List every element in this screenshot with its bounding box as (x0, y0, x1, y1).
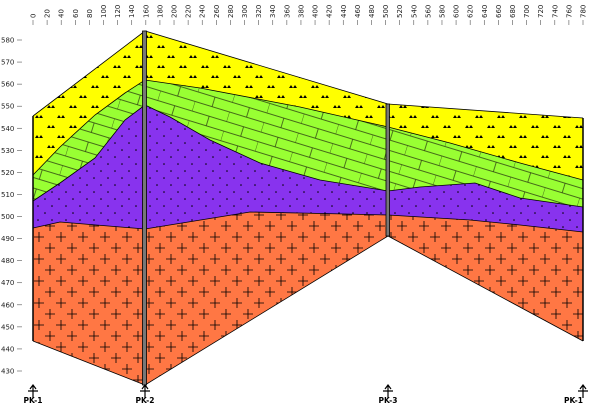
sandy-layer (33, 31, 583, 180)
left-ruler-label: 580 (1, 37, 14, 45)
left-ruler-label: 470 (1, 279, 14, 287)
top-ruler-label: 100 (100, 5, 108, 18)
top-ruler-label: 660 (495, 5, 503, 18)
left-ruler-label: 500 (1, 213, 14, 221)
top-ruler-label: 560 (424, 5, 432, 18)
top-ruler-label: 480 (368, 5, 376, 18)
left-ruler-label: 560 (1, 81, 14, 89)
top-ruler-label: 440 (340, 5, 348, 18)
left-ruler-label: 510 (1, 191, 14, 199)
top-ruler-label: 700 (523, 5, 531, 18)
top-ruler: 0 20 40 60 80 100 120 140 160 180 200 220 240 260 280 3… (30, 5, 588, 25)
top-ruler-label: 280 (227, 5, 235, 18)
well-symbol-icon (578, 384, 588, 398)
limestone-layer (33, 80, 583, 207)
top-ruler-label: 620 (467, 5, 475, 18)
well-marker-2[interactable]: PK-3 (379, 384, 398, 405)
top-ruler-label: 180 (156, 5, 164, 18)
well-symbol-icon (140, 384, 150, 398)
top-ruler-label: 20 (44, 9, 52, 18)
top-ruler-label: 40 (58, 9, 66, 18)
well-symbol-icon (28, 384, 38, 398)
top-ruler-label: 460 (354, 5, 362, 18)
well-marker-1[interactable]: PK-2 (136, 384, 155, 405)
left-ruler-label: 460 (1, 301, 14, 309)
top-ruler-label: 300 (241, 5, 249, 18)
top-ruler-label: 200 (171, 5, 179, 18)
top-ruler-label: 720 (537, 5, 545, 18)
left-ruler-label: 480 (1, 257, 14, 265)
top-ruler-label: 160 (142, 5, 150, 18)
top-ruler-label: 400 (312, 5, 320, 18)
rulers: 0 20 40 60 80 100 120 140 160 180 200 220 240 260 280 3… (1, 5, 588, 376)
top-ruler-label: 80 (86, 9, 94, 18)
left-ruler-label: 530 (1, 147, 14, 155)
top-ruler-label: 500 (382, 5, 390, 18)
top-ruler-label: 120 (114, 5, 122, 18)
top-ruler-label: 60 (72, 9, 80, 18)
left-ruler-label: 450 (1, 323, 14, 331)
sand-layer (33, 105, 583, 232)
well-label-pk1-right: PK-1 (564, 396, 583, 405)
top-ruler-label: 320 (255, 5, 263, 18)
top-ruler-label: 540 (410, 5, 418, 18)
left-ruler-label: 570 (1, 59, 14, 67)
borehole-pk2 (142, 30, 147, 386)
well-label-pk3: PK-3 (379, 396, 398, 405)
top-ruler-label: 140 (128, 5, 136, 18)
left-ruler: 430 440 450 460 470 480 490 500 510 520 530 540 550 5… (1, 37, 22, 376)
layers (32, 30, 584, 386)
top-ruler-label: 580 (438, 5, 446, 18)
top-ruler-label: 600 (453, 5, 461, 18)
top-ruler-label: 340 (269, 5, 277, 18)
top-ruler-label: 740 (551, 5, 559, 18)
borehole-pk3 (385, 103, 390, 237)
granite-layer (33, 212, 583, 385)
well-marker-0[interactable]: PK-1 (24, 384, 43, 405)
left-ruler-label: 430 (1, 368, 14, 376)
top-ruler-label: 360 (283, 5, 291, 18)
left-ruler-label: 440 (1, 345, 14, 353)
top-ruler-label: 780 (580, 5, 588, 18)
well-marker-3[interactable]: PK-1 (564, 384, 588, 405)
well-markers: PK-1 PK-2 PK-3 PK-1 (24, 384, 588, 405)
well-label-pk2: PK-2 (136, 396, 155, 405)
left-ruler-label: 540 (1, 125, 14, 133)
top-ruler-label: 220 (185, 5, 193, 18)
top-ruler-label: 640 (481, 5, 489, 18)
well-label-pk1-left: PK-1 (24, 396, 43, 405)
well-symbol-icon (383, 384, 393, 398)
top-ruler-label: 240 (199, 5, 207, 18)
left-ruler-label: 490 (1, 235, 14, 243)
top-ruler-label: 520 (396, 5, 404, 18)
top-ruler-label: 680 (509, 5, 517, 18)
left-ruler-label: 550 (1, 103, 14, 111)
top-ruler-label: 260 (213, 5, 221, 18)
top-ruler-label: 420 (326, 5, 334, 18)
top-ruler-label: 760 (565, 5, 573, 18)
top-ruler-label: 0 (30, 14, 38, 18)
layer-boundaries (32, 30, 584, 386)
top-ruler-label: 380 (297, 5, 305, 18)
left-ruler-label: 520 (1, 169, 14, 177)
